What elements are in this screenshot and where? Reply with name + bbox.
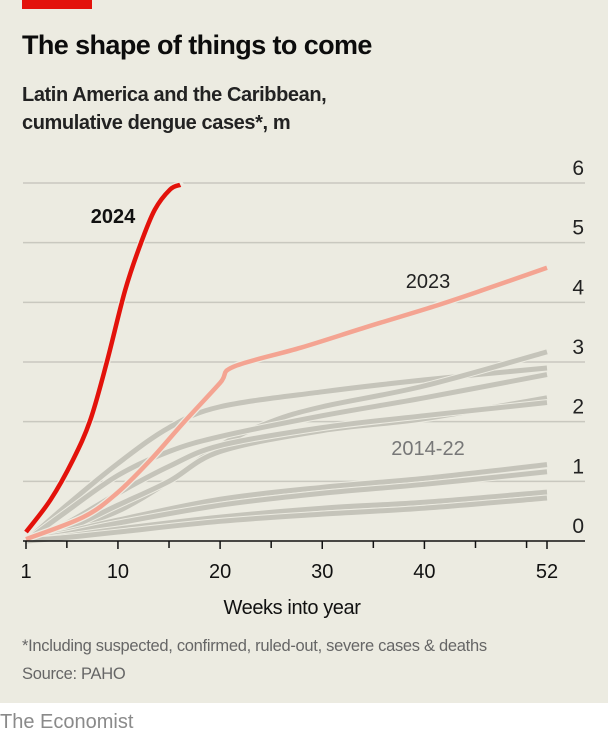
y-tick-label: 5 <box>572 217 584 240</box>
y-tick-label: 4 <box>572 276 584 299</box>
y-tick-label: 6 <box>572 157 584 180</box>
y-tick-label: 0 <box>572 515 584 538</box>
y-tick-label: 3 <box>572 336 584 359</box>
series-label-y2024: 2024 <box>91 206 136 228</box>
footnote: *Including suspected, confirmed, ruled-o… <box>22 637 487 655</box>
chart-subtitle-line2: cumulative dengue cases*, m <box>22 112 291 134</box>
y-tick-label: 1 <box>572 455 584 478</box>
series-line-2014-22-c <box>24 372 548 544</box>
chart-subtitle-line1: Latin America and the Caribbean, <box>22 84 327 106</box>
x-tick-label: 1 <box>20 561 31 583</box>
series-line-2024 <box>24 182 182 534</box>
series-label-history: 2014-22 <box>391 438 464 460</box>
series-line-halo <box>22 181 184 536</box>
y-tick-label: 2 <box>572 396 584 419</box>
chart-panel <box>0 0 608 703</box>
x-tick-label: 52 <box>536 561 558 583</box>
source-note: Source: PAHO <box>22 665 126 683</box>
series-line-2014-22-i <box>25 495 548 544</box>
brand-red-bar <box>22 0 92 9</box>
x-axis-label: Weeks into year <box>223 597 361 619</box>
series-line-2023 <box>25 265 548 542</box>
x-tick-label: 40 <box>413 561 435 583</box>
x-tick-label: 30 <box>311 561 333 583</box>
series-label-y2023: 2023 <box>406 271 451 293</box>
line-chart: 0 1 2 3 4 5 6 1 10 20 30 40 52 2024 2023 2014-22 <box>20 157 585 583</box>
chart-title: The shape of things to come <box>22 30 372 60</box>
series-line-2014-22-a <box>24 365 548 543</box>
brand-credit: The Economist <box>0 711 134 733</box>
x-tick-label: 20 <box>209 561 231 583</box>
x-tick-label: 10 <box>107 561 129 583</box>
